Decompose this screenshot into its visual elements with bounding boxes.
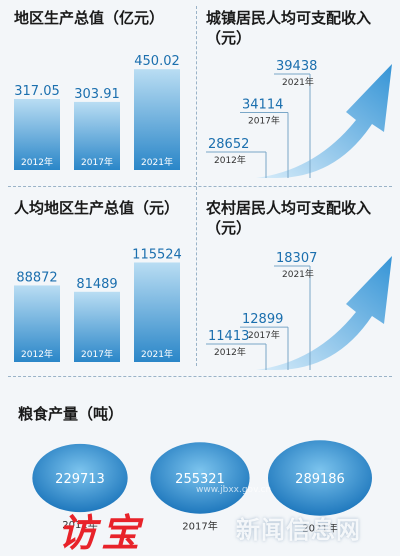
gdp-per-capita-category-label-1: 2017年 bbox=[81, 348, 113, 360]
rural-income-category-label-2: 2021年 bbox=[282, 268, 314, 280]
gdp-value-label-0: 317.05 bbox=[14, 84, 60, 99]
grain-title: 粮食产量（吨） bbox=[18, 405, 124, 423]
grain-value-label-1: 255321 bbox=[175, 472, 225, 487]
urban-income-chart: 28652 2012年 34114 2017年 39438 2021年 bbox=[206, 59, 392, 178]
gdp-value-label-1: 303.91 bbox=[74, 87, 120, 102]
gdp-per-capita-bar-1 bbox=[74, 291, 120, 362]
urban-income-category-label-0: 2012年 bbox=[214, 154, 246, 166]
gdp-per-capita-category-label-2: 2021年 bbox=[141, 348, 173, 360]
urban-income-category-label-2: 2021年 bbox=[282, 76, 314, 88]
rural-income-value-label-1: 12899 bbox=[242, 312, 283, 327]
rural-income-chart: 11413 2012年 12899 2017年 18307 2021年 bbox=[206, 251, 392, 370]
grain-bubble-1 bbox=[150, 442, 250, 514]
grain-bubble-2 bbox=[268, 440, 372, 516]
watermark-brand: 新闻信息网 bbox=[236, 516, 361, 544]
grain-value-label-2: 289186 bbox=[295, 472, 345, 487]
grain-bubble-chart: 229713 2012年 255321 2017年 289186 2021年 bbox=[32, 440, 372, 535]
urban-income-value-label-2: 39438 bbox=[276, 59, 317, 74]
grain-category-label-2: 2021年 bbox=[302, 522, 337, 535]
watermark-logo: 访 宝 bbox=[58, 510, 139, 555]
grain-bubble-0 bbox=[32, 443, 128, 513]
rural-income-category-label-1: 2017年 bbox=[248, 329, 280, 341]
rural-income-arrow bbox=[256, 256, 392, 370]
gdp-per-capita-title: 人均地区生产总值（元） bbox=[14, 199, 180, 217]
grain-value-label-0: 229713 bbox=[55, 472, 105, 487]
grain-category-label-1: 2017年 bbox=[182, 520, 217, 533]
gdp-title: 地区生产总值（亿元） bbox=[14, 9, 165, 27]
gdp-bar-chart: 317.05 2012年 303.91 2017年 450.02 2021年 bbox=[14, 54, 180, 170]
gdp-bar-1 bbox=[74, 101, 120, 170]
watermark-url: www.jbxx.gov.cn bbox=[196, 485, 272, 495]
rural-income-value-label-0: 11413 bbox=[208, 329, 249, 344]
gdp-per-capita-bar-chart: 88872 2012年 81489 2017年 115524 2021年 bbox=[14, 247, 182, 362]
gdp-per-capita-value-label-1: 81489 bbox=[76, 277, 117, 292]
gdp-bar-2 bbox=[134, 69, 180, 170]
gdp-per-capita-value-label-0: 88872 bbox=[16, 270, 57, 285]
grain-category-label-0: 2012年 bbox=[62, 518, 97, 531]
gdp-bar-0 bbox=[14, 98, 60, 170]
gdp-value-label-2: 450.02 bbox=[134, 54, 180, 69]
gdp-per-capita-bar-0 bbox=[14, 285, 60, 362]
horizontal-divider-2 bbox=[8, 376, 392, 377]
rural-income-category-label-0: 2012年 bbox=[214, 346, 246, 358]
gdp-category-label-0: 2012年 bbox=[21, 156, 53, 168]
rural-income-value-label-2: 18307 bbox=[276, 251, 317, 266]
gdp-category-label-2: 2021年 bbox=[141, 156, 173, 168]
urban-income-value-label-0: 28652 bbox=[208, 137, 249, 152]
gdp-per-capita-value-label-2: 115524 bbox=[132, 247, 182, 262]
urban-income-title: 城镇居民人均可支配收入 （元） bbox=[206, 9, 372, 47]
urban-income-value-label-1: 34114 bbox=[242, 98, 283, 113]
rural-income-title: 农村居民人均可支配收入 （元） bbox=[206, 199, 372, 237]
urban-income-category-label-1: 2017年 bbox=[248, 115, 280, 127]
gdp-category-label-1: 2017年 bbox=[81, 156, 113, 168]
gdp-per-capita-bar-2 bbox=[134, 262, 180, 362]
horizontal-divider-1 bbox=[8, 186, 392, 187]
urban-income-arrow bbox=[256, 64, 392, 178]
gdp-per-capita-category-label-0: 2012年 bbox=[21, 348, 53, 360]
